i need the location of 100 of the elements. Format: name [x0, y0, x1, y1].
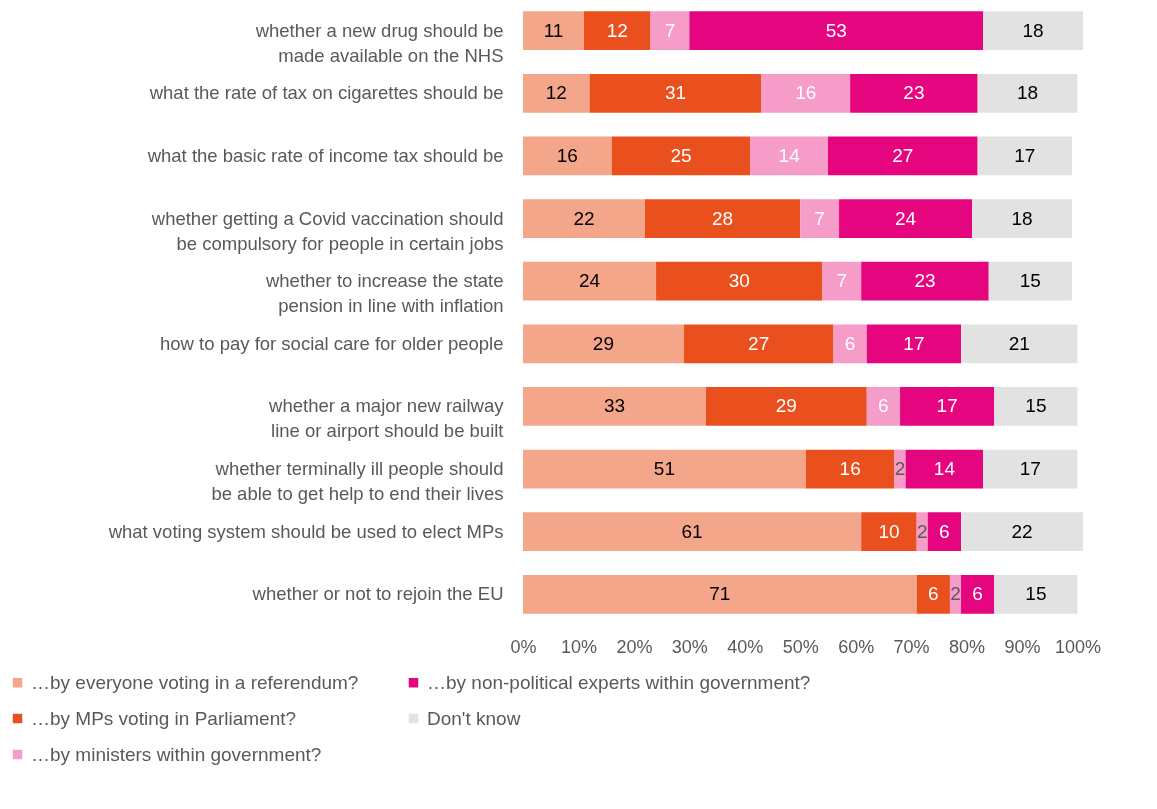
- bar: [994, 387, 1078, 426]
- data-label: 33: [603, 395, 626, 417]
- bar: [994, 574, 1078, 614]
- data-label: 53: [825, 19, 847, 41]
- bar: [839, 199, 973, 238]
- data-label: 28: [712, 207, 734, 229]
- data-label: 11: [543, 19, 564, 41]
- data-label: 6: [972, 583, 983, 605]
- data-label: 18: [1022, 19, 1044, 41]
- bar: [523, 512, 862, 552]
- y-tick-label: whether or not to rejoin the EU: [251, 583, 504, 605]
- bar: [866, 387, 901, 426]
- data-label: 12: [606, 19, 628, 41]
- bar: [656, 261, 823, 301]
- bar: [866, 324, 962, 364]
- bar: [644, 199, 801, 238]
- data-label: 24: [895, 207, 917, 229]
- bar: [589, 73, 762, 113]
- bar: [761, 73, 851, 113]
- data-label: 23: [914, 270, 936, 292]
- data-label: 2: [950, 583, 961, 605]
- bar: [750, 136, 828, 176]
- bar: [523, 11, 584, 51]
- data-label: 21: [1008, 332, 1030, 354]
- bar: [650, 11, 690, 51]
- data-label: 15: [1019, 270, 1041, 292]
- bar: [523, 261, 657, 301]
- y-tick-label: whether a major new railway line or airport should be built: [268, 395, 505, 442]
- data-label: 30: [728, 270, 750, 292]
- data-label: 27: [748, 332, 770, 354]
- bar: [833, 324, 867, 364]
- bar: [961, 574, 995, 614]
- bar: [805, 449, 895, 489]
- data-label: 7: [664, 19, 676, 41]
- data-label: 6: [939, 520, 950, 542]
- bar: [689, 11, 984, 51]
- data-label: 17: [903, 332, 925, 354]
- data-label: 23: [903, 82, 925, 104]
- data-label: 51: [653, 458, 675, 480]
- data-label: 7: [836, 270, 848, 292]
- data-label: 7: [814, 207, 825, 229]
- bar: [827, 136, 978, 176]
- x-tick-label: 0%: [510, 636, 537, 657]
- legend-label: …by non-political experts within government?: [427, 671, 811, 693]
- bar: [800, 199, 840, 238]
- y-tick-label: what the basic rate of income tax should be: [146, 144, 504, 166]
- bar: [861, 261, 989, 301]
- bar: [523, 324, 684, 364]
- bar: [983, 449, 1078, 489]
- data-label: 22: [573, 207, 595, 229]
- bar: [611, 136, 751, 176]
- data-label: 15: [1025, 583, 1047, 605]
- data-label: 15: [1025, 395, 1047, 417]
- bar: [523, 136, 612, 176]
- bar: [523, 574, 917, 614]
- data-label: 31: [664, 82, 687, 104]
- bar: [523, 449, 806, 489]
- bar: [900, 387, 995, 426]
- data-label: 6: [878, 395, 889, 417]
- bar: [683, 324, 834, 364]
- data-label: 17: [936, 395, 958, 417]
- data-label: 14: [778, 144, 801, 166]
- bar: [822, 261, 862, 301]
- data-label: 61: [681, 520, 703, 542]
- data-label: 18: [1016, 82, 1039, 104]
- x-tick-label: 70%: [893, 636, 930, 657]
- y-tick-label: whether getting a Covid vaccination should be compulsory for people in certain jobs: [150, 207, 504, 254]
- data-label: 24: [578, 270, 601, 292]
- x-tick-label: 40%: [727, 636, 764, 657]
- data-label: 2: [894, 458, 906, 480]
- legend-label: Don't know: [427, 707, 521, 729]
- bar: [583, 11, 651, 51]
- y-tick-label: what the rate of tax on cigarettes should be: [148, 82, 504, 104]
- bar: [961, 512, 1083, 552]
- bar: [905, 449, 984, 489]
- legend-label: …by ministers within government?: [31, 743, 322, 765]
- bar: [523, 73, 590, 113]
- x-tick-label: 100%: [1054, 636, 1101, 657]
- bar: [961, 324, 1078, 364]
- bar: [988, 261, 1072, 301]
- bar: [861, 512, 917, 552]
- data-label: 25: [670, 144, 692, 166]
- x-tick-label: 10%: [560, 636, 597, 657]
- x-tick-label: 90%: [1004, 636, 1041, 657]
- y-tick-label: whether terminally ill people should be able to get help to end their lives: [211, 458, 504, 505]
- x-tick-label: 20%: [616, 636, 653, 657]
- data-label: 71: [709, 583, 731, 605]
- x-tick-label: 80%: [949, 636, 986, 657]
- bar: [850, 73, 978, 113]
- legend-label: …by everyone voting in a referendum?: [31, 671, 359, 693]
- data-label: 6: [928, 583, 939, 605]
- data-label: 10: [878, 520, 900, 542]
- x-tick-label: 30%: [671, 636, 708, 657]
- data-label: 17: [1014, 144, 1036, 166]
- bar: [977, 73, 1078, 113]
- bar: [523, 199, 645, 238]
- bar: [927, 512, 962, 552]
- data-label: 18: [1011, 207, 1033, 229]
- data-label: 17: [1019, 458, 1041, 480]
- legend-label: …by MPs voting in Parliament?: [31, 707, 297, 729]
